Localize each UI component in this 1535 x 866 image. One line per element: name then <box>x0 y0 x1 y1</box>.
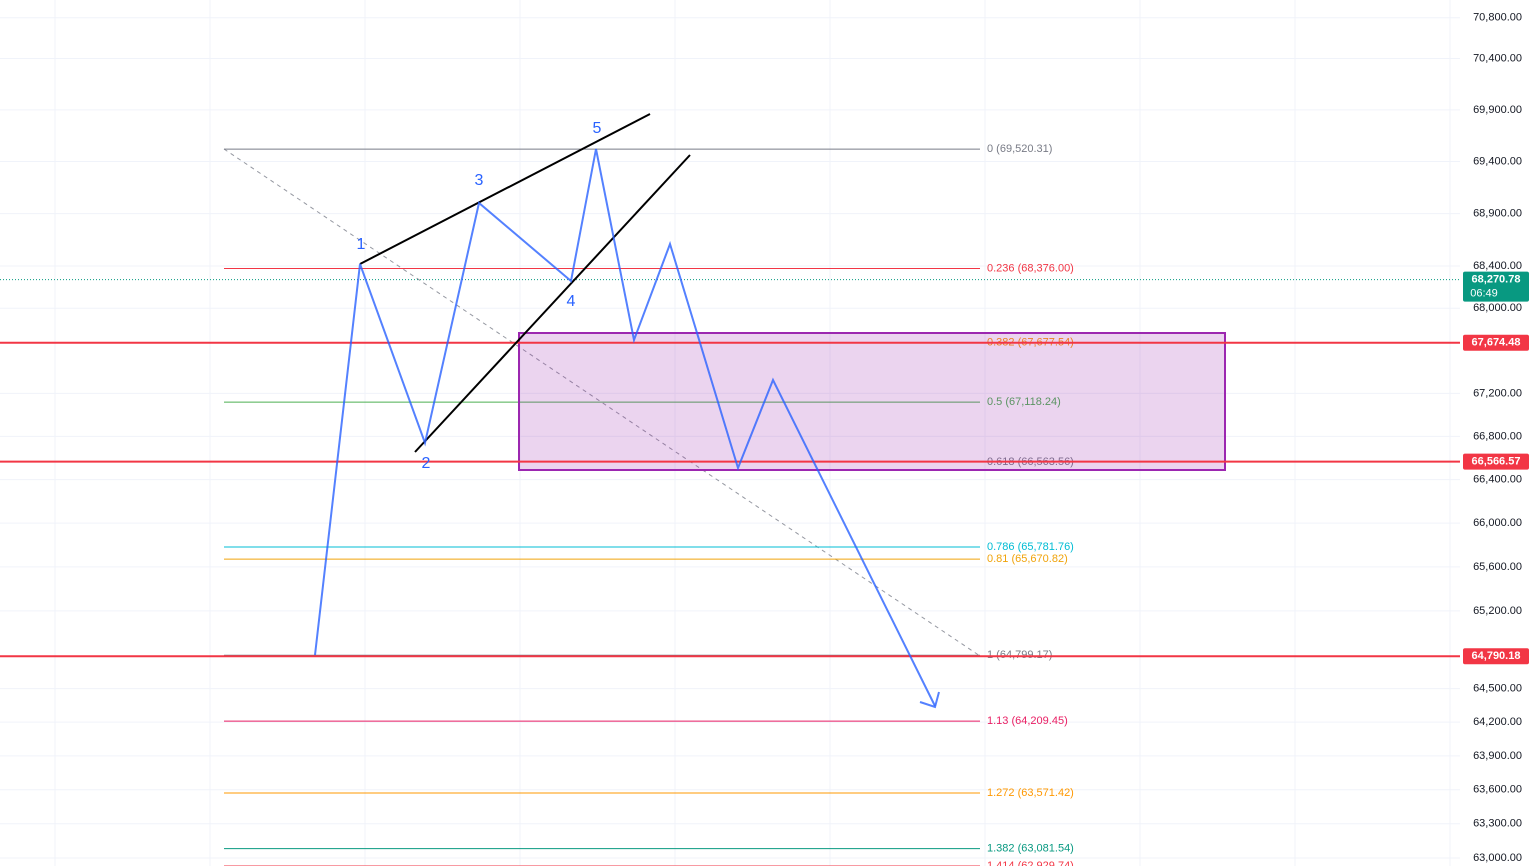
price-badge-label: 66,566.57 <box>1472 456 1521 468</box>
grid <box>0 0 1460 866</box>
arrow-head <box>919 691 940 709</box>
price-badge-label: 64,790.18 <box>1472 650 1521 662</box>
wave-label: 5 <box>593 120 602 137</box>
fib-label: 1.13 (64,209.45) <box>987 715 1068 727</box>
y-tick-label: 69,400.00 <box>1473 155 1522 167</box>
y-tick-label: 63,900.00 <box>1473 750 1522 762</box>
y-tick-label: 66,400.00 <box>1473 474 1522 486</box>
price-axis: 70,800.00 70,400.00 69,900.00 69,400.00 68,9… <box>1463 12 1529 864</box>
wave-label: 2 <box>422 455 431 472</box>
price-badge <box>1463 453 1529 470</box>
target-zone <box>518 332 1226 471</box>
price-badge <box>1463 334 1529 351</box>
wave-label: 3 <box>475 172 484 189</box>
fib-retracement: 0 (69,520.31)0.236 (68,376.00)0.382 (67,… <box>223 143 1074 866</box>
wedge-upper <box>359 113 651 265</box>
price-lines <box>0 279 1460 658</box>
y-tick-label: 70,800.00 <box>1473 12 1522 24</box>
price-badge-label: 68,270.78 <box>1472 274 1521 286</box>
y-tick-label: 64,200.00 <box>1473 716 1522 728</box>
fib-label: 0.236 (68,376.00) <box>987 262 1074 274</box>
y-tick-label: 63,000.00 <box>1473 852 1522 864</box>
wave-label: 1 <box>357 236 366 253</box>
y-tick-label: 63,600.00 <box>1473 784 1522 796</box>
price-badge <box>1463 271 1529 302</box>
wave-path <box>314 148 936 707</box>
y-tick-label: 69,900.00 <box>1473 104 1522 116</box>
y-tick-label: 68,400.00 <box>1473 260 1522 272</box>
price-badge <box>1463 648 1529 665</box>
price-badge-timer: 06:49 <box>1470 288 1498 300</box>
y-tick-label: 68,900.00 <box>1473 207 1522 219</box>
fib-label: 0.5 (67,118.24) <box>987 396 1061 408</box>
fib-label: 0.81 (65,670.82) <box>987 553 1068 565</box>
fib-label: 1 (64,799.17) <box>987 649 1052 661</box>
price-badge-label: 67,674.48 <box>1472 337 1521 349</box>
wave-label: 4 <box>567 293 576 310</box>
y-tick-label: 70,400.00 <box>1473 52 1522 64</box>
y-tick-label: 66,800.00 <box>1473 430 1522 442</box>
fib-label: 1.382 (63,081.54) <box>987 843 1074 855</box>
wave-labels: 1 2 3 4 5 <box>357 120 602 472</box>
price-axis-bg <box>1460 0 1535 866</box>
y-tick-label: 64,500.00 <box>1473 683 1522 695</box>
fib-label: 0.786 (65,781.76) <box>987 541 1074 553</box>
y-tick-label: 66,000.00 <box>1473 517 1522 529</box>
y-tick-label: 65,200.00 <box>1473 605 1522 617</box>
wedge <box>359 113 691 453</box>
y-tick-label: 67,200.00 <box>1473 387 1522 399</box>
fib-label: 1.414 (62,929.74) <box>987 860 1074 866</box>
y-tick-label: 68,000.00 <box>1473 302 1522 314</box>
wedge-lower <box>414 154 691 453</box>
fib-label: 0 (69,520.31) <box>987 143 1052 155</box>
y-tick-label: 65,600.00 <box>1473 561 1522 573</box>
y-tick-label: 63,300.00 <box>1473 818 1522 830</box>
fib-label: 1.272 (63,571.42) <box>987 787 1074 799</box>
